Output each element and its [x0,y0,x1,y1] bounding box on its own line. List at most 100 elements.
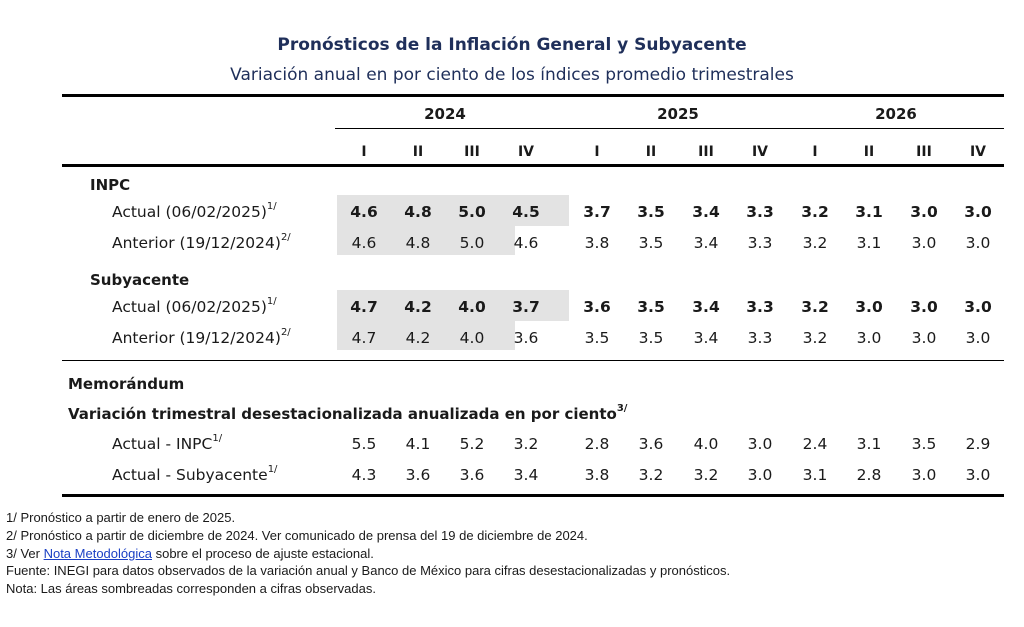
quarter-header: III [464,144,480,160]
section-inpc: INPC [90,176,131,194]
table-cell: 4.0 [458,298,486,316]
table-cell: 3.3 [746,298,774,316]
table-cell: 3.2 [802,329,828,347]
row-label-text: Actual - INPC [112,435,213,453]
table-cell: 3.1 [855,203,883,221]
table-cell: 4.5 [512,203,540,221]
table-cell: 3.6 [513,329,539,347]
table-cell: 3.0 [910,298,938,316]
quarter-header: IV [751,144,769,160]
quarter-header: II [412,144,424,160]
quarter-header: IV [969,144,987,160]
table-cell: 3.4 [693,234,719,252]
table-cell: 2.9 [965,435,991,453]
table-cell: 3.0 [965,234,991,252]
table-cell: 3.0 [855,298,883,316]
footnote-note: Nota: Las áreas sombreadas corresponden … [6,581,376,596]
table-cell: 2.8 [856,466,882,484]
row-label: Actual - INPC1/ [112,433,222,455]
table-cell: 3.2 [638,466,664,484]
table-cell: 2.8 [584,435,610,453]
quarter-header: I [361,144,367,160]
table-cell: 3.6 [638,435,664,453]
table-cell: 3.6 [405,466,431,484]
footnote-source: Fuente: INEGI para datos observados de l… [6,563,731,578]
table-cell: 3.0 [856,329,882,347]
table-cell: 3.1 [856,435,882,453]
footnote-3-post: sobre el proceso de ajuste estacional. [151,546,374,561]
section-subyacente: Subyacente [90,271,190,289]
table-cell: 3.0 [910,203,938,221]
header-rule [62,164,1004,167]
table-cell: 4.3 [351,466,377,484]
table-cell: 3.3 [746,203,774,221]
table-cell: 3.8 [584,466,610,484]
table-cell: 4.7 [351,329,377,347]
row-label-text: Anterior (19/12/2024) [112,329,281,347]
year-2024: 2024 [424,105,466,123]
table-cell: 3.3 [747,329,773,347]
memo-subtitle-note: 3/ [616,403,628,414]
row-label-note: 2/ [280,326,291,338]
table-cell: 3.5 [584,329,610,347]
footnote-2: 2/ Pronóstico a partir de diciembre de 2… [6,528,588,543]
table-cell: 3.4 [692,203,720,221]
row-label: Anterior (19/12/2024)2/ [112,232,291,254]
row-label-text: Actual - Subyacente [112,466,268,484]
table-cell: 3.7 [583,203,611,221]
table-cell: 3.5 [911,435,937,453]
quarter-header: II [863,144,875,160]
table-cell: 3.6 [583,298,611,316]
table-cell: 3.2 [801,203,829,221]
year-2025: 2025 [657,105,699,123]
table-cell: 3.0 [911,466,937,484]
table-cell: 3.2 [513,435,539,453]
row-label-note: 2/ [280,231,291,243]
table-cell: 3.5 [638,329,664,347]
table-cell: 2.4 [802,435,828,453]
table-cell: 3.3 [747,234,773,252]
table-cell: 3.7 [512,298,540,316]
bottom-rule [62,494,1004,497]
row-label: Actual (06/02/2025)1/ [112,201,277,223]
table-cell: 3.8 [584,234,610,252]
observed-shade [337,290,569,321]
table-cell: 3.5 [637,298,665,316]
page-title: Pronósticos de la Inflación General y Su… [277,35,747,55]
section-memo-subtitle: Variación trimestral desestacionalizada … [68,404,627,424]
table-cell: 4.2 [404,298,432,316]
row-label: Anterior (19/12/2024)2/ [112,327,291,349]
table-cell: 3.6 [459,466,485,484]
table-cell: 4.6 [351,234,377,252]
table-cell: 3.4 [693,329,719,347]
section-memo: Memorándum [68,375,185,393]
table-cell: 3.4 [692,298,720,316]
table-cell: 4.0 [693,435,719,453]
quarter-header: III [698,144,714,160]
nota-metodologica-link[interactable]: Nota Metodológica [43,546,152,561]
table-cell: 3.0 [747,435,773,453]
table-cell: 5.2 [459,435,485,453]
table-cell: 3.0 [965,466,991,484]
table-cell: 3.0 [911,329,937,347]
observed-shade [337,195,569,226]
row-label-note: 1/ [266,295,277,307]
row-label: Actual - Subyacente1/ [112,464,277,486]
quarter-header: IV [517,144,535,160]
footnote-3-pre: 3/ Ver [6,546,44,561]
table-cell: 4.6 [350,203,378,221]
table-cell: 3.1 [802,466,828,484]
table-cell: 3.1 [856,234,882,252]
table-cell: 3.5 [638,234,664,252]
table-cell: 4.0 [459,329,485,347]
page-subtitle: Variación anual en por ciento de los índ… [230,65,794,85]
table-cell: 3.0 [747,466,773,484]
table-cell: 4.6 [513,234,539,252]
footnote-1: 1/ Pronóstico a partir de enero de 2025. [6,510,236,525]
table-cell: 3.2 [801,298,829,316]
table-cell: 4.8 [404,203,432,221]
row-label-text: Actual (06/02/2025) [112,203,267,221]
table-cell: 3.0 [911,234,937,252]
table-cell: 3.0 [964,203,992,221]
quarter-header: I [594,144,600,160]
